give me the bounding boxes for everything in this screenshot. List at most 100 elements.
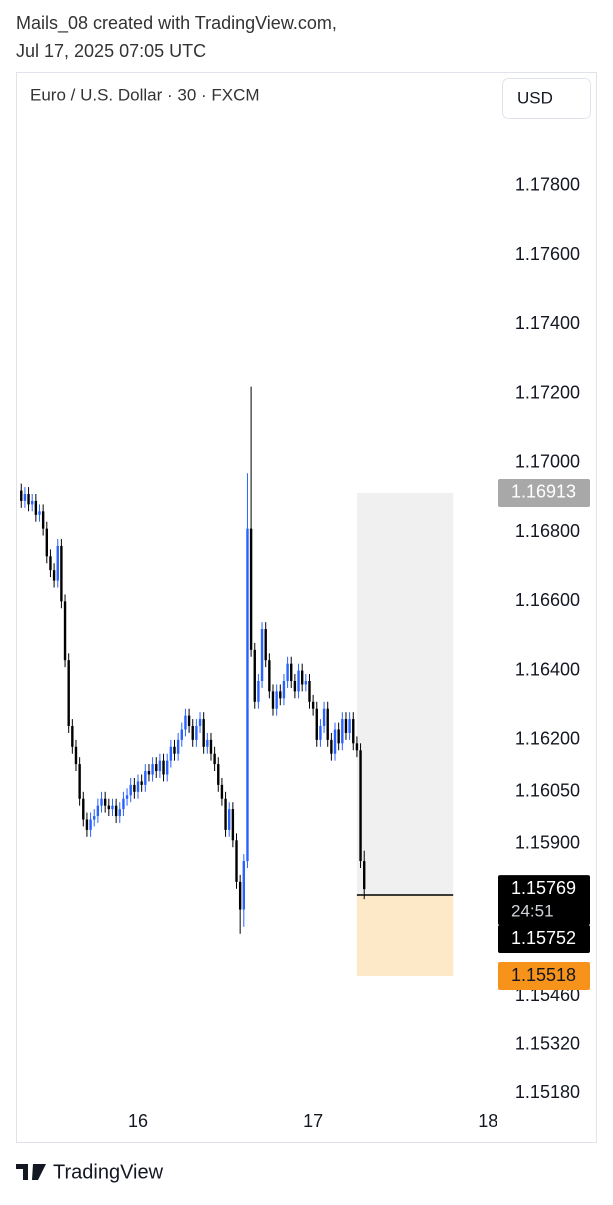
candle-body	[27, 494, 30, 505]
price-label-box	[498, 875, 590, 926]
candle-body	[162, 760, 165, 775]
candle-body	[82, 798, 85, 820]
candle-body	[249, 528, 253, 650]
candle-body	[333, 729, 337, 754]
candle-body	[155, 764, 158, 772]
price-label: 1.15752	[511, 928, 576, 948]
currency-label: USD	[517, 88, 553, 107]
countdown-label: 24:51	[511, 902, 554, 921]
candle-body	[293, 680, 297, 692]
candle-body	[359, 750, 362, 862]
price-label: 1.15518	[511, 965, 576, 985]
candle-body	[290, 663, 293, 681]
candle-body	[176, 739, 180, 754]
candle-body	[352, 719, 355, 744]
candle-body	[224, 798, 227, 830]
candle-body	[198, 719, 202, 727]
candle-body	[169, 746, 173, 761]
candle-body	[275, 691, 278, 709]
candle-body	[268, 660, 271, 692]
candle-body	[133, 784, 136, 792]
candle-body	[253, 649, 256, 702]
candle-body	[52, 570, 56, 581]
candle-body	[311, 701, 315, 709]
candle-body	[140, 781, 143, 785]
price-label-box	[498, 925, 590, 953]
y-tick-label: 1.16050	[515, 781, 580, 801]
candle-body	[279, 691, 282, 699]
price-labels: 1.16913 1.15518 1.15752 1.15769 24:51	[498, 478, 590, 991]
candle-body	[344, 719, 348, 733]
candle-body	[49, 556, 52, 571]
candle-body	[231, 809, 235, 841]
candle-body	[34, 500, 38, 515]
candle-body	[300, 670, 304, 685]
x-tick-label: 17	[303, 1111, 323, 1131]
candle-body	[209, 739, 213, 754]
logo: TradingView	[16, 1161, 164, 1183]
candle-body	[158, 760, 162, 772]
chart-title: Euro / U.S. Dollar · 30 · FXCM	[30, 85, 260, 104]
candle-body	[187, 715, 191, 727]
candle-body	[206, 739, 209, 747]
candle-body	[122, 798, 125, 810]
y-tick-label: 1.17600	[515, 244, 580, 264]
y-tick-label: 1.15180	[515, 1082, 580, 1102]
candle-body	[260, 629, 264, 681]
time-axis: 16 17 18	[128, 1111, 498, 1131]
candle-body	[180, 729, 183, 740]
y-tick-label: 1.15320	[515, 1033, 580, 1053]
candle-body	[60, 545, 63, 602]
candle-body	[220, 784, 224, 799]
y-tick-label: 1.15900	[515, 833, 580, 853]
price-label-box	[498, 962, 590, 991]
candle-body	[264, 629, 267, 661]
candle-body	[103, 798, 107, 806]
profit-zone	[356, 492, 454, 895]
candle-body	[74, 746, 78, 765]
candle-body	[246, 528, 249, 862]
candle-body	[195, 726, 198, 740]
y-tick-label: 1.17400	[515, 313, 580, 333]
price-label: 1.15769	[511, 878, 576, 898]
candle-body	[23, 494, 27, 501]
x-tick-label: 18	[478, 1111, 498, 1131]
candle-body	[118, 809, 121, 817]
price-label-box	[498, 478, 590, 507]
candle-body	[38, 511, 41, 515]
candle-body	[114, 805, 118, 817]
candle-body	[63, 601, 67, 661]
candle-body	[125, 795, 129, 799]
candle-body	[315, 708, 318, 740]
candle-body	[41, 511, 45, 529]
y-tick-label: 1.17800	[515, 175, 580, 195]
candle-body	[111, 805, 114, 810]
header-line: Mails_08 created with TradingView.com,	[16, 13, 337, 34]
candle-body	[337, 729, 340, 744]
candle-body	[238, 881, 242, 910]
y-tick-label: 1.16800	[515, 521, 580, 541]
candle-body	[213, 753, 216, 765]
logo-text: TradingView	[53, 1161, 164, 1183]
candle-body	[363, 861, 366, 890]
candle-body	[144, 771, 147, 785]
candle-body	[85, 819, 89, 830]
candle-body	[191, 726, 194, 740]
candle-body	[89, 819, 92, 830]
candle-body	[165, 760, 169, 775]
candle-body	[71, 726, 74, 747]
logo-icon	[16, 1164, 46, 1180]
x-tick-label: 16	[128, 1111, 148, 1131]
candle-body	[304, 680, 308, 685]
candle-body	[271, 691, 275, 709]
candle-body	[286, 663, 289, 681]
candle-body	[136, 781, 140, 792]
candle-body	[56, 545, 59, 581]
currency-button[interactable]	[502, 78, 591, 119]
candle-body	[348, 719, 351, 733]
candle-body	[147, 771, 151, 775]
candle-body	[20, 490, 23, 501]
price-label: 1.16913	[511, 482, 576, 502]
candle-body	[31, 500, 34, 505]
y-tick-label: 1.16200	[515, 729, 580, 749]
